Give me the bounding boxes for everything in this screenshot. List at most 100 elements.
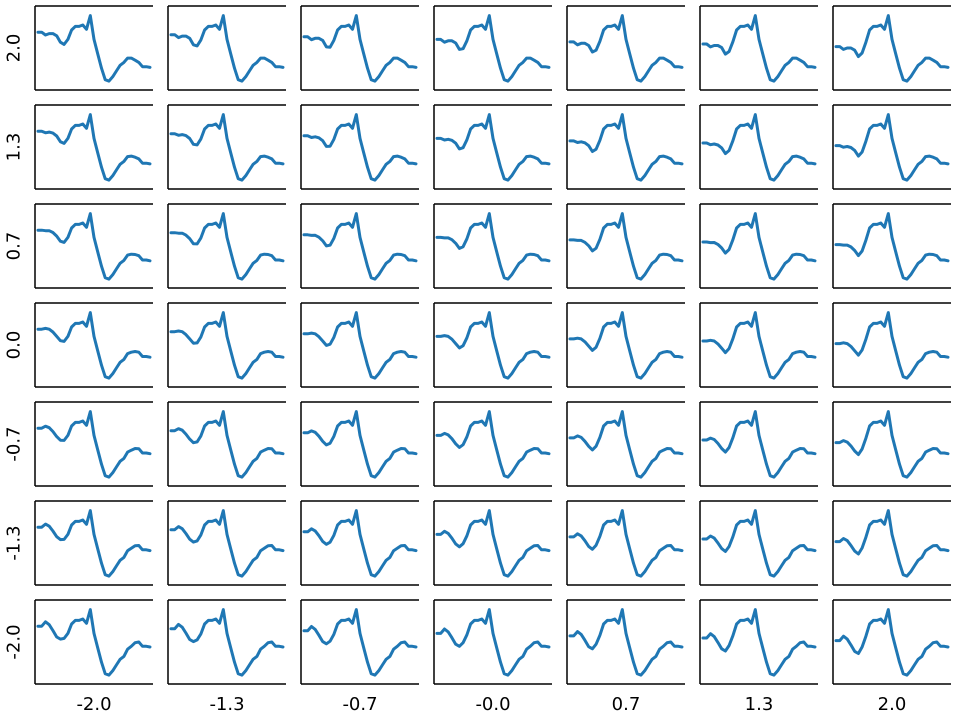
series-line: [36, 410, 152, 479]
panel-r2-c0: [34, 203, 153, 289]
panel-r2-c4: [566, 203, 685, 289]
series-line: [834, 311, 950, 380]
col-tick-label: -0.7: [342, 694, 377, 715]
series-line: [834, 113, 950, 182]
col-tick-label: -1.3: [209, 694, 244, 715]
panel-r1-c1: [167, 104, 286, 190]
panel-r3-c6: [832, 302, 951, 388]
panel-r0-c4: [566, 5, 685, 91]
panel-r2-c2: [300, 203, 419, 289]
panel-r4-c2: [300, 401, 419, 487]
panel-r4-c5: [699, 401, 818, 487]
panel-r0-c5: [699, 5, 818, 91]
series-line: [36, 113, 152, 182]
row-tick-label: -0.7: [4, 426, 25, 461]
series-line: [834, 608, 950, 677]
panel-r0-c1: [167, 5, 286, 91]
series-line: [701, 14, 817, 83]
panel-r4-c1: [167, 401, 286, 487]
series-line: [36, 311, 152, 380]
col-tick-label: 2.0: [878, 694, 907, 715]
panel-r6-c6: [832, 599, 951, 685]
series-line: [302, 14, 418, 83]
panel-r1-c3: [433, 104, 552, 190]
series-line: [36, 14, 152, 83]
series-line: [568, 608, 684, 677]
series-line: [435, 14, 551, 83]
series-line: [568, 410, 684, 479]
series-line: [302, 311, 418, 380]
panel-r5-c1: [167, 500, 286, 586]
series-line: [701, 608, 817, 677]
series-line: [435, 410, 551, 479]
panel-r5-c4: [566, 500, 685, 586]
col-tick-label: -2.0: [76, 694, 111, 715]
panel-r3-c0: [34, 302, 153, 388]
panel-r1-c6: [832, 104, 951, 190]
series-line: [435, 212, 551, 281]
series-line: [169, 113, 285, 182]
panel-r2-c6: [832, 203, 951, 289]
series-line: [834, 14, 950, 83]
panel-r5-c0: [34, 500, 153, 586]
panel-r4-c0: [34, 401, 153, 487]
series-line: [435, 509, 551, 578]
panel-r5-c2: [300, 500, 419, 586]
col-tick-label: 0.7: [612, 694, 641, 715]
panel-r1-c5: [699, 104, 818, 190]
series-line: [701, 113, 817, 182]
series-line: [36, 212, 152, 281]
series-line: [834, 212, 950, 281]
panel-r0-c0: [34, 5, 153, 91]
panel-r6-c4: [566, 599, 685, 685]
panel-r0-c2: [300, 5, 419, 91]
series-line: [302, 113, 418, 182]
panel-r3-c2: [300, 302, 419, 388]
panel-r4-c4: [566, 401, 685, 487]
series-line: [834, 509, 950, 578]
series-line: [169, 212, 285, 281]
row-tick-label: -1.3: [4, 525, 25, 560]
panel-r0-c6: [832, 5, 951, 91]
panel-r5-c3: [433, 500, 552, 586]
row-tick-label: 2.0: [4, 34, 25, 63]
series-line: [568, 311, 684, 380]
row-tick-label: 1.3: [4, 133, 25, 162]
series-line: [701, 311, 817, 380]
panel-r5-c5: [699, 500, 818, 586]
series-line: [435, 113, 551, 182]
panel-r4-c6: [832, 401, 951, 487]
series-line: [169, 410, 285, 479]
panel-r3-c1: [167, 302, 286, 388]
series-line: [435, 608, 551, 677]
panel-r6-c2: [300, 599, 419, 685]
panel-r0-c3: [433, 5, 552, 91]
series-line: [36, 608, 152, 677]
series-line: [568, 113, 684, 182]
panel-r1-c4: [566, 104, 685, 190]
row-tick-label: -2.0: [4, 624, 25, 659]
panel-r3-c4: [566, 302, 685, 388]
panel-r6-c1: [167, 599, 286, 685]
panel-r4-c3: [433, 401, 552, 487]
panel-r1-c0: [34, 104, 153, 190]
panel-r6-c3: [433, 599, 552, 685]
panel-r3-c3: [433, 302, 552, 388]
series-line: [302, 212, 418, 281]
series-line: [568, 509, 684, 578]
series-line: [701, 212, 817, 281]
col-tick-label: -0.0: [475, 694, 510, 715]
panel-r5-c6: [832, 500, 951, 586]
panel-r1-c2: [300, 104, 419, 190]
row-tick-label: 0.0: [4, 331, 25, 360]
panel-r2-c3: [433, 203, 552, 289]
series-line: [36, 509, 152, 578]
series-line: [568, 14, 684, 83]
series-line: [701, 410, 817, 479]
series-line: [169, 509, 285, 578]
panel-r6-c0: [34, 599, 153, 685]
series-line: [834, 410, 950, 479]
panel-r2-c1: [167, 203, 286, 289]
series-line: [169, 14, 285, 83]
